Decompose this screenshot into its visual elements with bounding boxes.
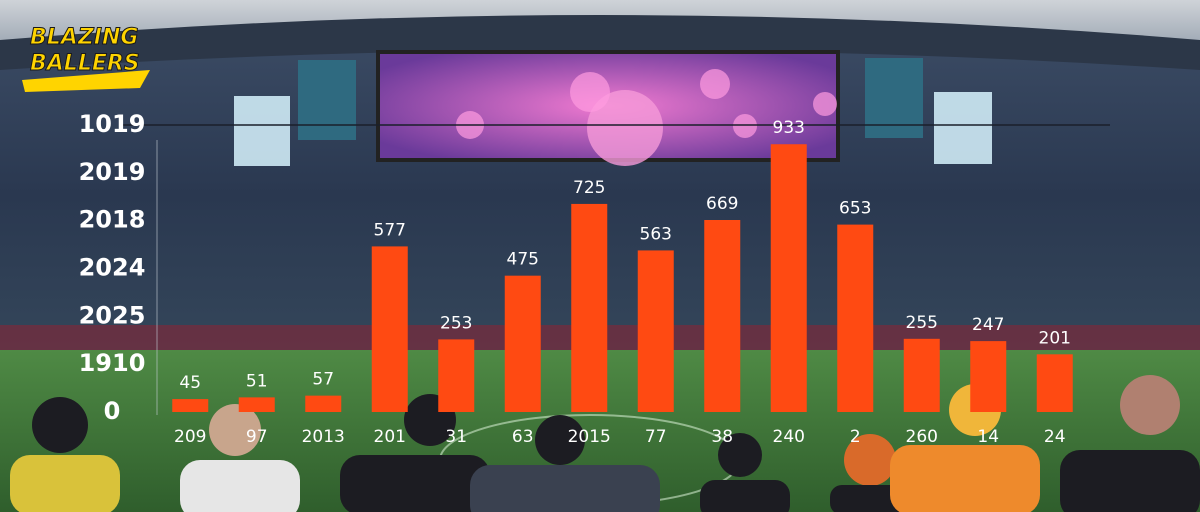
- value-label: 563: [640, 224, 672, 244]
- bar: [504, 275, 541, 412]
- value-label: 255: [906, 313, 938, 333]
- y-axis-label: 2019: [79, 158, 146, 186]
- y-axis-label: 2025: [79, 301, 146, 329]
- value-label: 247: [972, 315, 1004, 335]
- value-label: 201: [1039, 328, 1071, 348]
- x-tick-label: 14: [977, 427, 999, 447]
- bar: [371, 246, 408, 412]
- value-label: 45: [179, 373, 201, 393]
- bar: [438, 339, 475, 412]
- bar: [571, 203, 608, 412]
- value-label: 933: [773, 118, 805, 138]
- x-tick-label: 77: [645, 427, 667, 447]
- bar: [1036, 354, 1073, 412]
- x-tick-label: 24: [1044, 427, 1066, 447]
- x-tick-label: 209: [174, 427, 206, 447]
- x-tick-label: 97: [246, 427, 268, 447]
- y-axis-label: 1910: [79, 349, 146, 377]
- x-tick-label: 201: [374, 427, 406, 447]
- x-tick-label: 63: [512, 427, 534, 447]
- x-tick-label: 38: [711, 427, 733, 447]
- y-axis-label: 2018: [79, 206, 146, 234]
- x-tick-label: 2015: [568, 427, 611, 447]
- value-label: 57: [312, 370, 334, 390]
- value-label: 253: [440, 313, 472, 333]
- x-tick-label: 2013: [302, 427, 345, 447]
- bar: [637, 250, 674, 412]
- logo-swoosh: [22, 70, 150, 92]
- bar: [837, 224, 874, 412]
- x-tick-label: 260: [906, 427, 938, 447]
- x-tick-label: 31: [445, 427, 467, 447]
- value-label: 669: [706, 194, 738, 214]
- x-tick-label: 240: [773, 427, 805, 447]
- bar: [238, 397, 275, 412]
- value-label: 475: [507, 250, 539, 270]
- y-axis-label: 1019: [79, 110, 146, 138]
- bar: [770, 144, 807, 412]
- bar: [704, 219, 741, 412]
- value-label: 577: [374, 220, 406, 240]
- value-label: 51: [246, 371, 268, 391]
- y-axis-label: 0: [104, 397, 121, 425]
- chart-title: BLAZING BALLERS: [30, 25, 140, 76]
- x-tick-label: 2: [850, 427, 861, 447]
- bar: [903, 338, 940, 412]
- y-axis-label: 2024: [79, 254, 146, 282]
- bar: [305, 395, 342, 412]
- value-label: 653: [839, 199, 871, 219]
- bar: [172, 399, 209, 412]
- value-label: 725: [573, 178, 605, 198]
- bar: [970, 341, 1007, 412]
